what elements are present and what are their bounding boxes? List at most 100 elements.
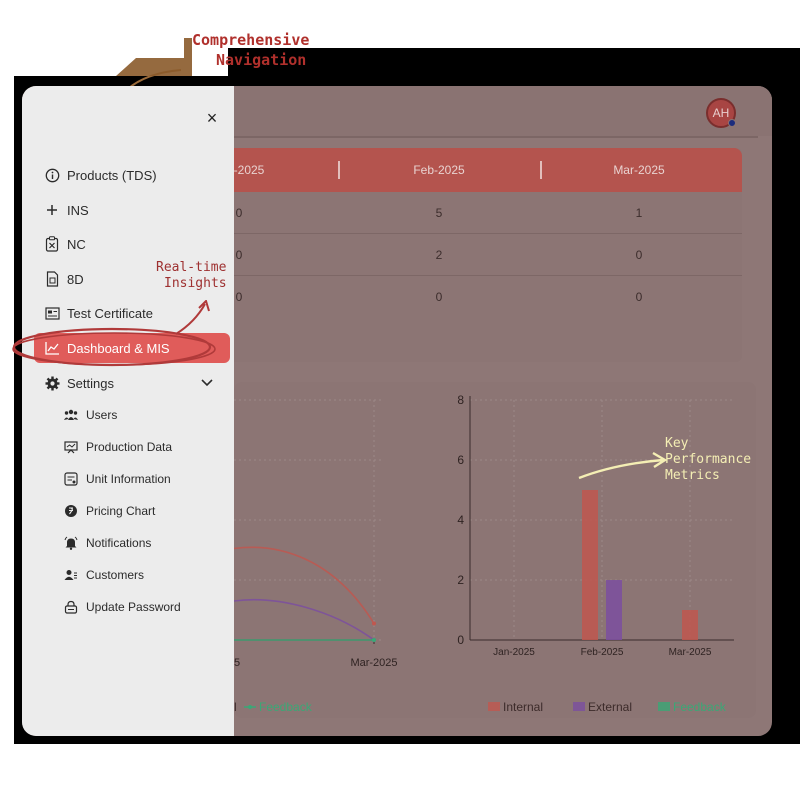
- settings-item-label: Pricing Chart: [86, 504, 156, 518]
- table-cell: 0: [635, 290, 643, 304]
- legend-swatch-dot: [248, 705, 252, 709]
- line-series-1: [234, 598, 375, 641]
- close-icon: ×: [206, 107, 218, 128]
- line-chart-icon: [44, 340, 60, 356]
- table-cell: 0: [235, 290, 243, 304]
- settings-item-label: Unit Information: [86, 472, 171, 486]
- sidebar-item-8d[interactable]: 8D: [22, 264, 234, 294]
- customers-icon: [64, 568, 78, 582]
- settings-item-unit-information[interactable]: Unit Information: [22, 466, 234, 492]
- legend-label-partial: l: [234, 700, 237, 714]
- info-icon: [44, 167, 60, 183]
- sidebar-item-label: INS: [67, 202, 89, 218]
- data-table: -2025 Feb-2025 Mar-2025 0 5 1 0 2 0 0 0 …: [234, 148, 742, 411]
- avatar[interactable]: AH: [706, 98, 736, 128]
- sidebar-item-label: NC: [67, 236, 86, 252]
- y-tick-label: 0: [457, 633, 464, 647]
- sidebar-item-label: Dashboard & MIS: [67, 340, 170, 356]
- settings-item-notifications[interactable]: Notifications: [22, 530, 234, 556]
- table-cell: 0: [235, 206, 243, 220]
- sidebar-item-label: 8D: [67, 271, 84, 287]
- bar-internal: [682, 610, 698, 640]
- settings-item-label: Update Password: [86, 600, 181, 614]
- sidebar-item-label: Products (TDS): [67, 167, 157, 183]
- production-icon: [64, 440, 78, 454]
- settings-item-production-data[interactable]: Production Data: [22, 434, 234, 460]
- line-chart: 5 Mar-2025 l Feedback: [234, 399, 398, 714]
- avatar-initials: AH: [712, 106, 730, 120]
- table-header: -2025 Feb-2025 Mar-2025: [234, 148, 742, 192]
- column-separator: [540, 161, 542, 179]
- x-tick-label: Mar-2025: [669, 647, 712, 658]
- settings-item-update-password[interactable]: Update Password: [22, 594, 234, 620]
- annotation-insights: Real-time Insights: [156, 260, 227, 291]
- table-row: 0 2 0: [234, 234, 742, 276]
- table-cell: 1: [635, 206, 643, 220]
- document-icon: [44, 271, 60, 287]
- sidebar-item-label: Settings: [67, 375, 114, 391]
- settings-item-label: Production Data: [86, 440, 173, 454]
- column-header: Feb-2025: [413, 163, 465, 177]
- y-tick-label: 2: [457, 573, 464, 587]
- sidebar-item-settings[interactable]: Settings: [22, 368, 234, 398]
- top-bar-divider: [234, 136, 758, 138]
- table-row: 0 5 1: [234, 192, 742, 234]
- charts-card: 5 Mar-2025 l Feedback 0 2 4 6 8 Jan-2025 Feb-2025…: [234, 382, 756, 718]
- table-cell: 0: [435, 290, 443, 304]
- annotation-arrow-metrics: [578, 451, 668, 480]
- legend-label: Internal: [503, 700, 543, 714]
- pricing-icon: [64, 504, 78, 518]
- bar-external: [606, 580, 622, 640]
- backdrop-notch: [14, 48, 228, 76]
- x-tick-label: Mar-2025: [350, 657, 397, 669]
- legend-swatch: [573, 702, 585, 711]
- x-tick-label: Jan-2025: [493, 647, 535, 658]
- table-cell: 2: [435, 248, 443, 262]
- x-tick-label: Feb-2025: [581, 647, 624, 658]
- bar-chart: 0 2 4 6 8 Jan-2025 Feb-2025 Mar-2025 Internal Ext…: [457, 393, 734, 714]
- table-cell: 5: [435, 206, 443, 220]
- gear-icon: [44, 375, 60, 391]
- legend-label: Feedback: [259, 700, 313, 714]
- annotation-navigation: Comprehensive Navigation: [192, 31, 310, 69]
- settings-item-customers[interactable]: Customers: [22, 562, 234, 588]
- settings-item-label: Customers: [86, 568, 145, 582]
- clipboard-x-icon: [44, 236, 60, 252]
- y-tick-label: 8: [457, 393, 464, 407]
- close-sidebar-button[interactable]: ×: [200, 106, 224, 130]
- x-tick-label: 5: [234, 657, 240, 669]
- sidebar-item-ins[interactable]: INS: [22, 195, 234, 225]
- users-icon: [64, 408, 78, 422]
- column-separator: [338, 161, 340, 179]
- settings-item-pricing-chart[interactable]: Pricing Chart: [22, 498, 234, 524]
- certificate-icon: [44, 305, 60, 321]
- settings-item-label: Users: [86, 408, 118, 422]
- top-bar: [234, 86, 772, 136]
- y-tick-label: 6: [457, 453, 464, 467]
- lock-icon: [64, 600, 78, 614]
- plus-icon: [44, 202, 60, 218]
- annotation-circle: [12, 300, 216, 367]
- legend-label: External: [588, 700, 632, 714]
- y-tick-label: 4: [457, 513, 464, 527]
- settings-item-label: Notifications: [86, 536, 152, 550]
- bar-internal: [582, 490, 598, 640]
- annotation-metrics: Key Performance Metrics: [665, 436, 752, 483]
- line-series-0: [234, 546, 375, 624]
- sidebar-item-test-certificate[interactable]: Test Certificate: [22, 298, 234, 328]
- line-point: [372, 638, 376, 642]
- bell-icon: [64, 536, 78, 550]
- online-status-dot: [728, 119, 736, 127]
- legend-label: Feedback: [673, 700, 727, 714]
- settings-item-users[interactable]: Users: [22, 402, 234, 428]
- sidebar-item-products-tds[interactable]: Products (TDS): [22, 160, 234, 190]
- column-header: Mar-2025: [613, 163, 665, 177]
- table-cell: 0: [235, 248, 243, 262]
- chevron-down-icon: [201, 379, 213, 387]
- legend-swatch: [658, 702, 670, 711]
- sidebar-item-label: Test Certificate: [67, 305, 153, 321]
- sidebar-item-nc[interactable]: NC: [22, 229, 234, 259]
- table-cell: 0: [635, 248, 643, 262]
- table-row: 0 0 0: [234, 276, 742, 318]
